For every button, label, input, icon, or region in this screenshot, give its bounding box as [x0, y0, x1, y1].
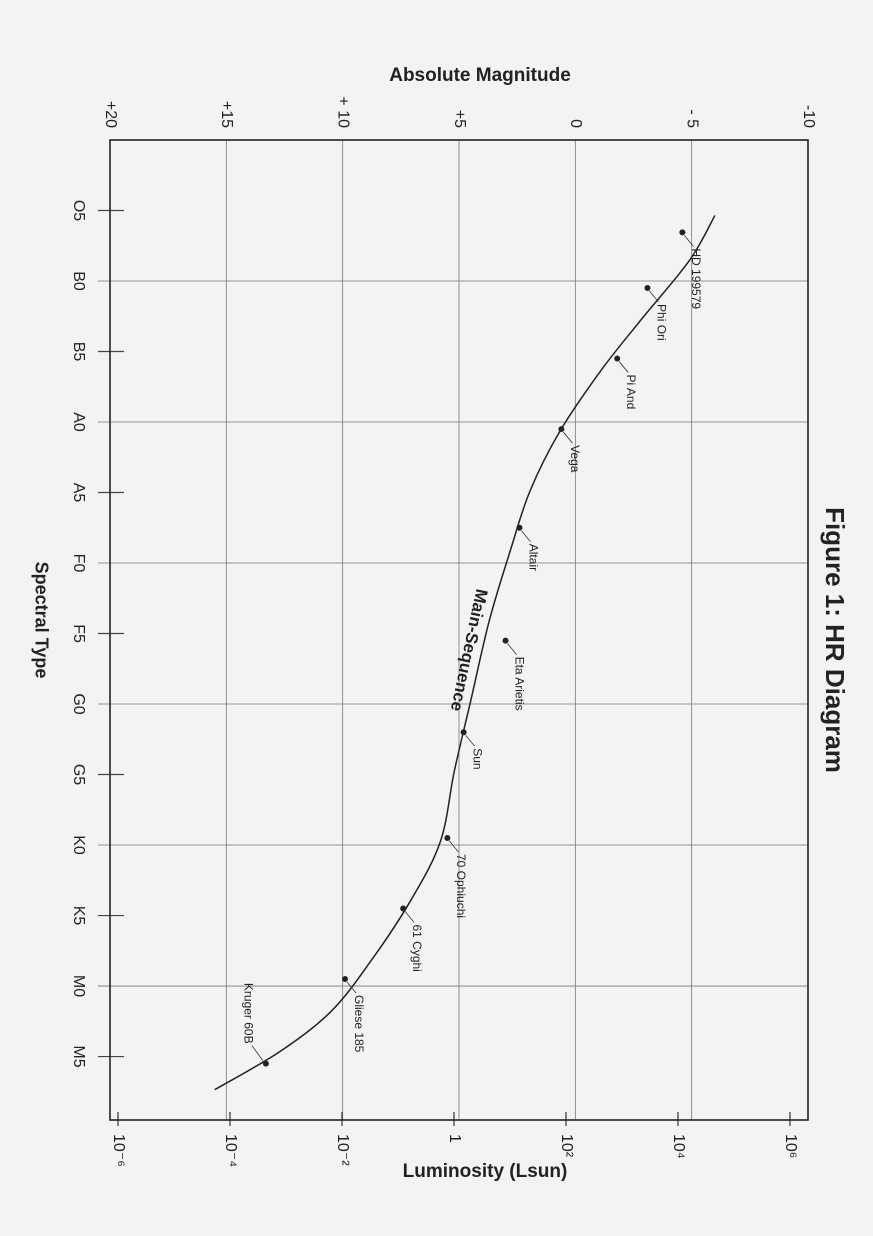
main-sequence-curve [214, 215, 716, 1091]
y2-tick-label: 10⁻⁶ [110, 1134, 127, 1167]
leader-line [449, 840, 459, 853]
y2-tick-label: 10⁻⁴ [222, 1134, 239, 1167]
star-point [516, 524, 523, 531]
x-tick-label: B5 [70, 342, 87, 362]
x-tick-label: O5 [70, 200, 87, 221]
star-point [502, 637, 509, 644]
y2-axis-title: Luminosity (Lsun) [403, 1161, 568, 1182]
star-point [400, 905, 407, 912]
x-tick-label: K5 [70, 906, 87, 926]
star-label: 70 Ophiuchi [454, 854, 468, 918]
star-label: HD 199579 [689, 248, 703, 309]
x-tick-label: F5 [70, 624, 87, 643]
star-label: Vega [568, 445, 582, 473]
star-label: Phi Ori [654, 304, 668, 341]
x-tick-label: M0 [70, 975, 87, 997]
star-label: Kruger 60B [242, 983, 256, 1044]
x-axis-title: Spectral Type [31, 562, 51, 679]
x-tick-label: A5 [70, 483, 87, 503]
chart-title: Figure 1: HR Diagram [820, 507, 850, 773]
star-label: Altair [526, 544, 540, 571]
y2-tick-label: 1 [446, 1134, 463, 1143]
y-tick-label: - 5 [683, 109, 700, 128]
x-tick-label: G5 [70, 764, 87, 785]
star-label: Gliese 185 [352, 995, 366, 1053]
x-tick-label: K0 [70, 835, 87, 855]
leader-line [404, 911, 415, 923]
leader-line [346, 981, 357, 994]
x-tick-label: A0 [70, 412, 87, 432]
leader-line [684, 235, 694, 247]
y2-tick-label: 10² [558, 1134, 575, 1158]
star-point [614, 355, 621, 362]
y-tick-label: +15 [218, 101, 235, 128]
leader-line [251, 1045, 264, 1061]
y-tick-label: -10 [800, 105, 817, 128]
leader-line [521, 530, 531, 543]
star-label: Pi And [624, 375, 638, 410]
y-tick-label: +5 [451, 110, 468, 128]
leader-line [649, 290, 659, 303]
y2-tick-label: 10⁻² [334, 1134, 351, 1166]
leader-line [618, 361, 629, 373]
y-tick-label: 0 [567, 119, 584, 128]
y-axis-title: Absolute Magnitude [389, 65, 571, 86]
x-tick-label: M5 [70, 1045, 87, 1067]
star-point [444, 834, 451, 841]
plot-frame [109, 139, 809, 1121]
star-point [558, 426, 565, 433]
y2-tick-label: 10⁶ [782, 1134, 799, 1158]
x-tick-label: F0 [70, 554, 87, 573]
star-point [262, 1060, 269, 1067]
star-label: 61 Cyghi [410, 924, 424, 971]
star-point [644, 285, 651, 292]
x-tick-label: G0 [70, 693, 87, 714]
leader-line [465, 734, 475, 747]
leader-line [563, 431, 573, 444]
star-label: Sun [470, 748, 484, 769]
star-label: Eta Arietis [512, 657, 526, 711]
x-tick-label: B0 [70, 271, 87, 291]
star-point [460, 729, 467, 736]
y2-tick-label: 10⁴ [670, 1134, 687, 1159]
star-point [341, 975, 348, 982]
y-tick-label: +20 [102, 101, 119, 128]
star-point [679, 229, 686, 236]
y-tick-label: + 10 [334, 96, 351, 128]
leader-line [507, 643, 517, 655]
